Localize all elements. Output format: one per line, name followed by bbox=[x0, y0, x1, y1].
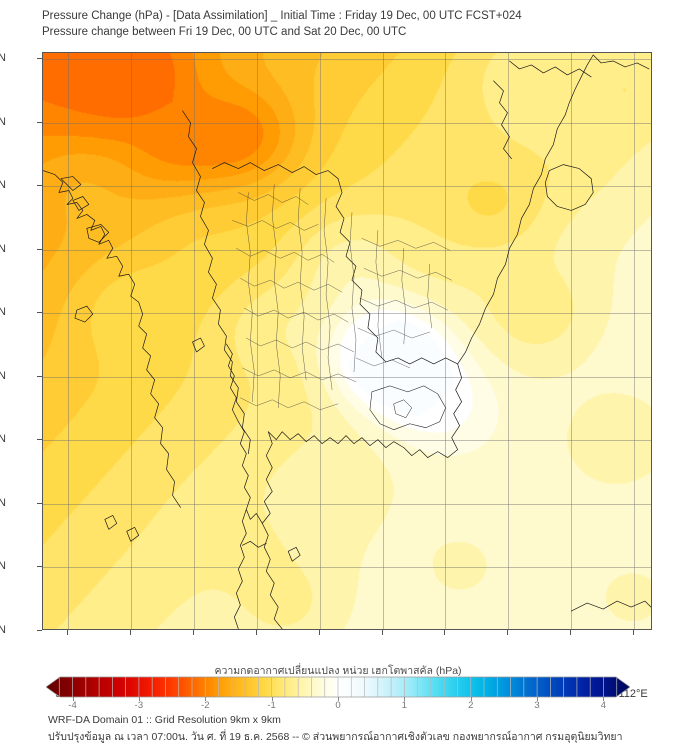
page-subtitle: Pressure change between Fri 19 Dec, 00 U… bbox=[42, 26, 407, 38]
y-axis-tick bbox=[37, 375, 42, 377]
y-axis-tick bbox=[37, 439, 42, 441]
y-axis-label: 4°N bbox=[0, 624, 6, 636]
y-axis-label: 22°N bbox=[0, 52, 6, 65]
colorbar-tick-label: -2 bbox=[201, 700, 210, 711]
y-axis-label: 12°N bbox=[0, 369, 6, 382]
colorbar-tick bbox=[404, 697, 406, 701]
x-axis-tick bbox=[633, 630, 635, 635]
pressure-change-field bbox=[43, 53, 651, 629]
y-axis-label: 16°N bbox=[0, 242, 6, 255]
colorbar-title: ความกดอากาศเปลี่ยนแปลง หน่วย เฮกโตพาสคัล… bbox=[214, 665, 462, 677]
y-axis-tick bbox=[37, 185, 42, 187]
y-axis-label: 14°N bbox=[0, 306, 6, 319]
colorbar-tick-label: -4 bbox=[68, 700, 77, 711]
footer-credit: ปรับปรุงข้อมูล ณ เวลา 07:00น. วัน ศ. ที่… bbox=[48, 731, 623, 743]
y-axis-tick bbox=[37, 502, 42, 504]
colorbar-tick-label: -1 bbox=[267, 700, 276, 711]
colorbar-tick bbox=[338, 697, 339, 701]
x-axis-label: 112°E bbox=[618, 688, 648, 700]
x-axis-tick bbox=[67, 630, 69, 635]
colorbar-ticks: -4 -3 -2 -1 0 1 2 3 4 bbox=[46, 697, 630, 711]
colorbar-tick-label: 1 bbox=[401, 700, 408, 711]
colorbar bbox=[46, 676, 630, 698]
colorbar-tick-label: 0 bbox=[335, 700, 341, 711]
colorbar-tick bbox=[470, 697, 472, 701]
y-axis-tick bbox=[37, 58, 42, 60]
footer-model-info: WRF-DA Domain 01 :: Grid Resolution 9km … bbox=[48, 714, 281, 726]
colorbar-tick bbox=[138, 697, 140, 701]
colorbar-tick bbox=[271, 697, 273, 701]
x-axis-tick bbox=[381, 630, 383, 635]
x-axis-tick bbox=[444, 630, 446, 635]
colorbar-tick bbox=[537, 697, 539, 701]
y-axis-tick bbox=[37, 121, 42, 123]
colorbar-tick bbox=[205, 697, 207, 701]
colorbar-tick-label: 4 bbox=[600, 700, 607, 711]
y-axis-tick bbox=[37, 566, 42, 568]
page-title: Pressure Change (hPa) - [Data Assimilati… bbox=[42, 10, 522, 22]
colorbar-tick-label: 3 bbox=[534, 700, 540, 711]
x-axis-tick bbox=[255, 630, 257, 635]
y-axis-label: 8°N bbox=[0, 496, 6, 509]
y-axis-tick bbox=[37, 312, 42, 314]
y-axis-label: 18°N bbox=[0, 179, 6, 192]
x-axis-tick bbox=[318, 630, 320, 635]
colorbar-tick bbox=[72, 697, 74, 701]
footer-block: WRF-DA Domain 01 :: Grid Resolution 9km … bbox=[48, 712, 668, 746]
y-axis-tick bbox=[37, 630, 42, 631]
colorbar-tick-label: 2 bbox=[468, 700, 474, 711]
colorbar-tick bbox=[603, 697, 605, 701]
x-axis-tick bbox=[130, 630, 132, 635]
colorbar-tick-label: -3 bbox=[134, 700, 144, 711]
y-axis-label: 20°N bbox=[0, 115, 6, 128]
x-axis-tick bbox=[507, 630, 509, 635]
y-axis-label: 10°N bbox=[0, 433, 6, 446]
plot-frame bbox=[42, 52, 652, 630]
map-plot-area: 4°N6°N8°N10°N12°N14°N16°N18°N20°N22°N 94… bbox=[0, 52, 652, 700]
chart-title-block: Pressure Change (hPa) - [Data Assimilati… bbox=[42, 8, 662, 40]
y-axis-label: 6°N bbox=[0, 560, 6, 573]
x-axis-tick bbox=[192, 630, 194, 635]
x-axis-tick bbox=[570, 630, 572, 635]
y-axis-tick bbox=[37, 248, 42, 250]
